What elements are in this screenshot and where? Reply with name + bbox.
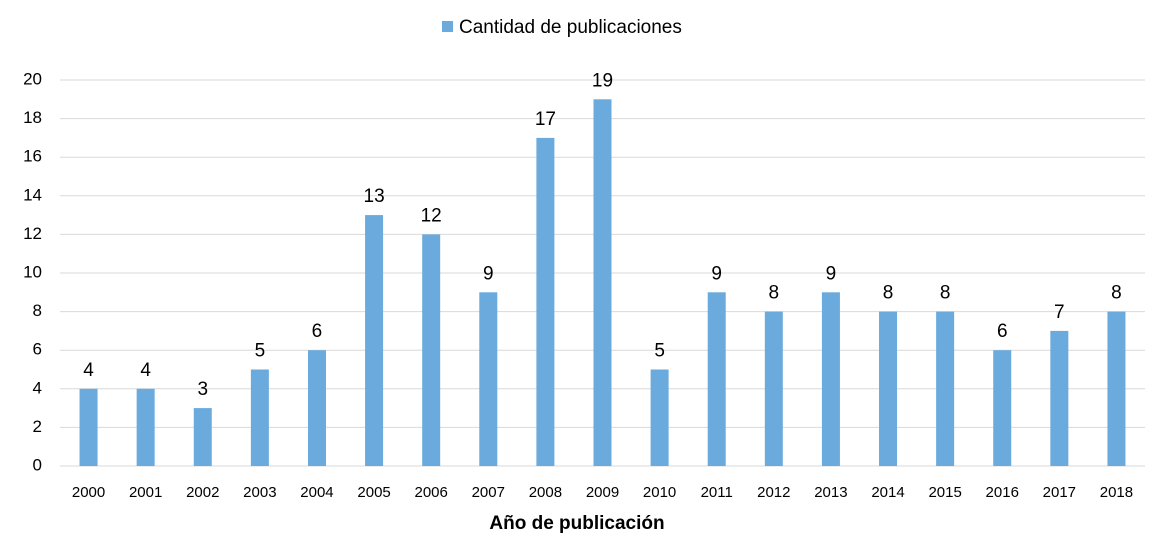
data-label: 17 [535, 109, 556, 130]
y-tick-label: 10 [23, 262, 42, 281]
data-label: 8 [1111, 283, 1122, 304]
bar [193, 408, 212, 466]
bar [650, 369, 669, 466]
bar [479, 292, 498, 466]
x-tick-label: 2010 [643, 484, 676, 501]
data-label: 9 [711, 263, 722, 284]
x-tick-label: 2009 [586, 484, 619, 501]
x-tick-label: 2012 [757, 484, 790, 501]
bar [1050, 330, 1069, 466]
bar [422, 234, 441, 466]
data-label: 4 [140, 360, 151, 381]
x-tick-label: 2002 [186, 484, 219, 501]
y-tick-label: 14 [23, 185, 42, 204]
y-tick-label: 18 [23, 108, 42, 127]
bar [1107, 311, 1126, 466]
x-axis-title: Año de publicación [489, 513, 664, 534]
x-tick-label: 2016 [986, 484, 1019, 501]
y-tick-label: 16 [23, 147, 42, 166]
data-label: 19 [592, 70, 613, 91]
data-label: 6 [997, 321, 1008, 342]
bar [365, 215, 384, 466]
bar [593, 99, 612, 467]
x-tick-label: 2003 [243, 484, 276, 501]
data-label: 12 [421, 205, 442, 226]
data-label: 9 [826, 263, 837, 284]
bar [79, 388, 98, 466]
data-label: 7 [1054, 302, 1065, 323]
x-tick-label: 2007 [472, 484, 505, 501]
x-tick-label: 2006 [414, 484, 447, 501]
x-tick-label: 2011 [701, 484, 733, 501]
x-tick-label: 2005 [357, 484, 390, 501]
x-tick-label: 2008 [529, 484, 562, 501]
data-label: 4 [83, 360, 94, 381]
bar [536, 137, 555, 466]
x-tick-label: 2015 [928, 484, 961, 501]
y-tick-label: 6 [33, 340, 42, 359]
x-tick-label: 2001 [129, 484, 162, 501]
data-label: 6 [312, 321, 323, 342]
data-label: 5 [654, 341, 665, 362]
bar [307, 350, 326, 466]
y-tick-label: 20 [23, 69, 42, 88]
data-label: 3 [197, 379, 208, 400]
bar [879, 311, 898, 466]
bar [993, 350, 1012, 466]
x-tick-label: 2004 [300, 484, 333, 501]
data-label: 9 [483, 263, 494, 284]
legend-swatch [442, 21, 453, 32]
x-tick-label: 2000 [72, 484, 105, 501]
data-label: 5 [255, 341, 266, 362]
bar [764, 311, 783, 466]
data-label: 8 [940, 283, 951, 304]
legend-label: Cantidad de publicaciones [459, 17, 682, 38]
data-label: 8 [883, 283, 894, 304]
y-tick-label: 8 [33, 301, 42, 320]
x-tick-label: 2014 [871, 484, 904, 501]
bar [136, 388, 155, 466]
x-tick-label: 2013 [814, 484, 847, 501]
y-tick-label: 4 [33, 378, 42, 397]
x-tick-label: 2018 [1100, 484, 1133, 501]
data-label: 13 [364, 186, 385, 207]
x-tick-label: 2017 [1043, 484, 1076, 501]
data-label: 8 [769, 283, 780, 304]
y-tick-label: 2 [33, 417, 42, 436]
bar [936, 311, 955, 466]
y-tick-label: 12 [23, 224, 42, 243]
bar [250, 369, 269, 466]
y-tick-label: 0 [33, 455, 42, 474]
bar [707, 292, 726, 466]
bar [821, 292, 840, 466]
